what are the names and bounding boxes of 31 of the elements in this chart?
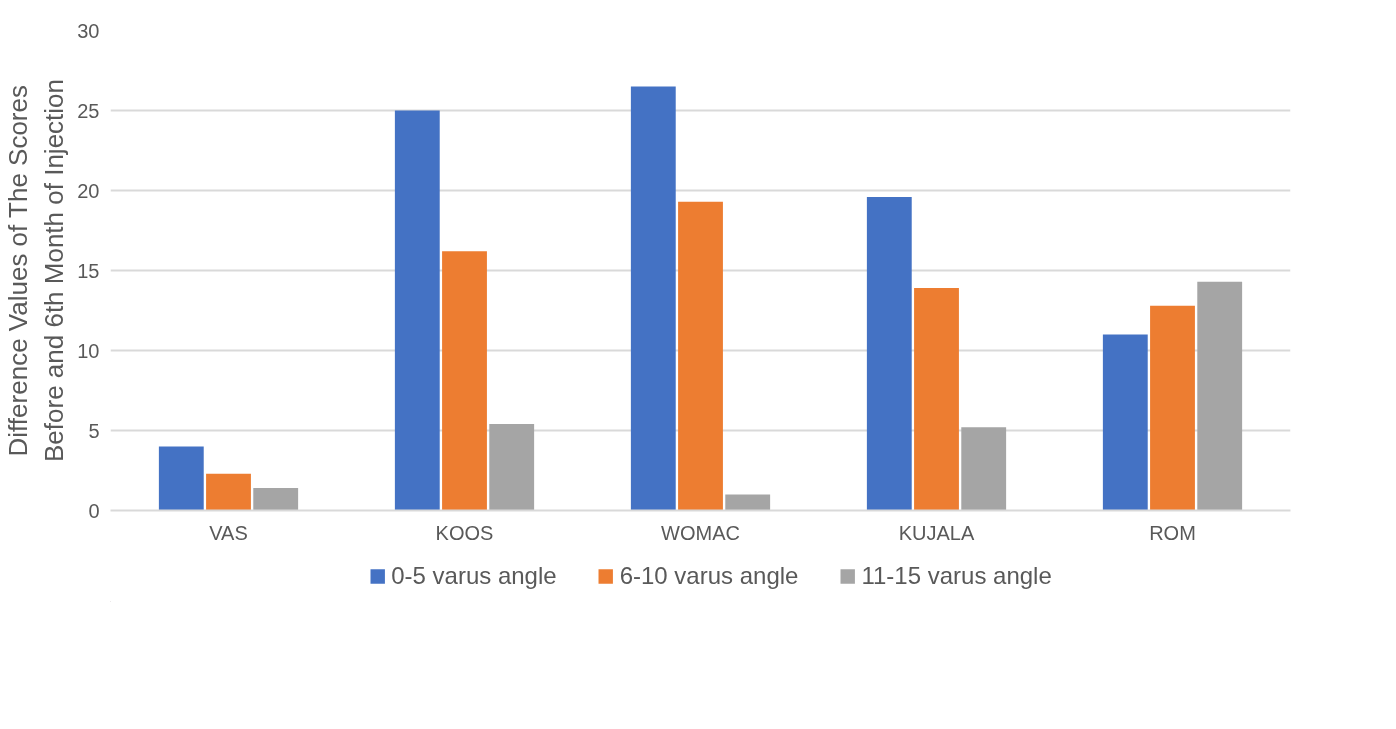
bar — [394, 110, 440, 511]
legend-label: 0-5 varus angle — [391, 562, 557, 590]
bar — [1102, 334, 1148, 511]
y-axis-title: Difference Values of The Scores Before and 6th Month of Injection — [3, 78, 70, 463]
legend-label: 11-15 varus angle — [861, 562, 1052, 590]
legend-label: 6-10 varus angle — [619, 562, 799, 590]
y-tick-label: 15 — [77, 259, 100, 282]
bar — [1150, 305, 1195, 511]
x-tick-label: VAS — [209, 521, 248, 544]
bar — [253, 488, 299, 511]
bar — [630, 86, 676, 511]
y-tick-label: 20 — [77, 179, 100, 202]
bar — [489, 424, 535, 511]
bar — [961, 427, 1007, 511]
bar — [866, 196, 912, 511]
x-tick-label: KOOS — [435, 521, 494, 544]
bar — [206, 473, 251, 511]
x-tick-label: ROM — [1149, 521, 1196, 544]
bar — [725, 494, 771, 511]
x-tick-label: WOMAC — [661, 521, 740, 544]
y-tick-label: 0 — [88, 499, 100, 522]
y-tick-label: 5 — [88, 419, 100, 442]
y-tick-label: 30 — [77, 19, 100, 42]
bar — [442, 251, 487, 511]
bar — [1197, 281, 1243, 511]
bar — [678, 201, 723, 511]
x-tick-label: KUJALA — [898, 521, 975, 544]
bar — [914, 288, 959, 511]
y-tick-label: 10 — [77, 339, 100, 362]
y-tick-label: 25 — [77, 99, 100, 122]
bar — [158, 446, 204, 511]
